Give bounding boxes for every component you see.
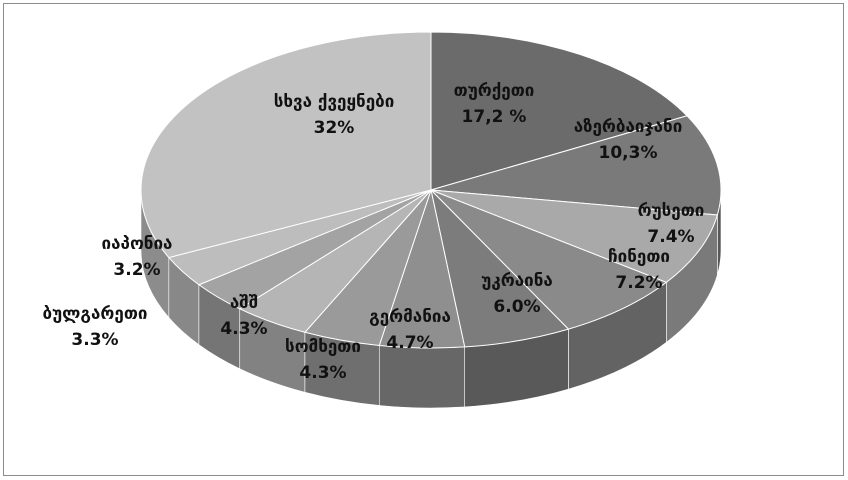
slice-value-label: 7.4% [647,227,694,247]
pie-side-walls [140,189,722,409]
slice-category-label: აშშ [230,293,258,313]
slice-category-label: ჩინეთი [608,247,670,267]
slice-value-label: 10,3% [599,143,658,163]
slice-category-label: აზერბაიჯანი [574,117,683,137]
slice-value-label: 4.3% [299,363,346,383]
slice-value-label: 4.7% [386,333,433,353]
pie-slice-2 [430,115,722,216]
pie-side-6 [378,345,465,409]
slice-value-label: 4.3% [220,319,267,339]
pie-slice-4 [430,189,668,330]
slice-value-label: 32% [314,118,355,138]
slice-category-label: სომხეთი [285,337,361,357]
slice-category-label: გერმანია [369,307,451,327]
slice-category-label: უკრაინა [481,271,553,291]
pie-labels: თურქეთი 17,2 % აზერბაიჯანი 10,3% რუსეთი 7.4%ჩ… [43,81,705,383]
slice-category-label: სხვა ქვეყნები [274,92,395,112]
chart-frame: თურქეთი 17,2 % აზერბაიჯანი 10,3% რუსეთი 7.4% ჩ… [3,3,844,476]
slice-value-label: 17,2 % [462,107,527,127]
slice-value-label: 3.2% [113,260,160,280]
slice-value-label: 3.3% [71,330,118,350]
slice-category-label: თურქეთი [454,81,535,101]
pie-slice-3 [430,189,719,283]
slice-category-label: ბულგარეთი [43,304,148,324]
slice-category-label: რუსეთი [638,201,705,221]
pie-chart: თურქეთი 17,2 % აზერბაიჯანი 10,3% რუსეთი 7.4%ჩ… [43,31,722,409]
pie-slice-11 [140,31,432,259]
pie-slice-1 [430,31,688,191]
slice-value-label: 7.2% [615,273,662,293]
slice-value-label: 6.0% [493,297,540,317]
slice-category-label: იაპონია [102,234,173,254]
pie-top-faces [140,31,722,349]
